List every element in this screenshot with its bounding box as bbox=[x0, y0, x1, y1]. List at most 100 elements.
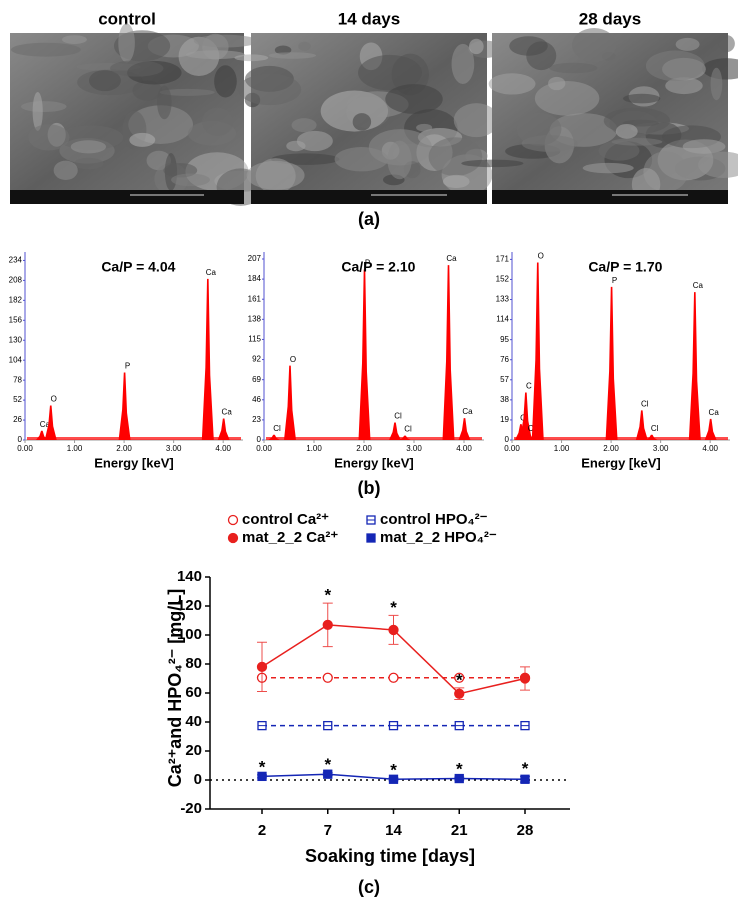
sem-texture bbox=[352, 113, 372, 131]
sem-texture bbox=[615, 123, 638, 139]
spectrum-peak bbox=[519, 392, 532, 440]
spectrum-peak bbox=[358, 269, 371, 440]
spectrum-peak bbox=[389, 422, 401, 440]
sem-texture bbox=[214, 65, 237, 98]
sem-texture bbox=[70, 140, 107, 154]
sem-texture bbox=[118, 23, 135, 63]
sem-texture bbox=[698, 151, 738, 179]
y-tick-label: 207 bbox=[248, 254, 262, 263]
data-point bbox=[454, 688, 465, 699]
y-tick-label: 115 bbox=[248, 335, 261, 344]
spectrum-peak bbox=[118, 372, 131, 440]
y-tick-label: 80 bbox=[185, 655, 202, 672]
spectrum-peak bbox=[458, 418, 471, 440]
x-tick-label: 21 bbox=[451, 822, 468, 839]
peak-label: O bbox=[538, 252, 544, 261]
peak-label: Cl bbox=[641, 400, 649, 409]
significance-mark: * bbox=[390, 598, 397, 617]
sem-texture bbox=[453, 103, 500, 138]
peak-label: Ca bbox=[222, 408, 233, 417]
y-tick-label: 92 bbox=[252, 355, 261, 364]
spectrum-peak bbox=[531, 262, 544, 440]
y-tick-label: 40 bbox=[185, 713, 202, 730]
y-tick-label: 208 bbox=[9, 276, 23, 285]
x-tick-label: 4.00 bbox=[456, 444, 472, 453]
y-tick-label: 104 bbox=[9, 355, 23, 364]
sem-info-bar bbox=[10, 190, 244, 204]
sem-texture bbox=[665, 77, 703, 95]
y-tick-label: 171 bbox=[496, 255, 510, 264]
sem-texture bbox=[710, 67, 723, 101]
spectrum-peak bbox=[399, 435, 411, 440]
y-tick-label: -20 bbox=[180, 800, 202, 817]
y-tick-label: 0 bbox=[18, 435, 23, 444]
y-tick-label: 38 bbox=[500, 395, 509, 404]
y-tick-label: 57 bbox=[500, 375, 509, 384]
y-tick-label: 138 bbox=[248, 314, 262, 323]
data-point bbox=[454, 672, 465, 683]
y-tick-label: 69 bbox=[252, 375, 261, 384]
sem-image bbox=[234, 33, 503, 204]
panel-label: (a) bbox=[358, 209, 380, 229]
sem-texture bbox=[488, 73, 536, 95]
y-tick-label: 133 bbox=[496, 295, 510, 304]
y-tick-label: 0 bbox=[257, 435, 262, 444]
spectrum-peak bbox=[704, 418, 717, 440]
sem-texture bbox=[291, 118, 317, 133]
x-tick-label: 3.00 bbox=[166, 444, 182, 453]
peak-label: P bbox=[125, 362, 130, 371]
y-tick-label: 130 bbox=[9, 335, 23, 344]
sem-texture bbox=[234, 54, 269, 62]
sem-texture bbox=[461, 159, 524, 168]
sem-texture bbox=[11, 42, 81, 57]
data-point bbox=[454, 773, 464, 784]
y-tick-label: 19 bbox=[500, 415, 509, 424]
sem-texture bbox=[718, 35, 735, 53]
significance-mark: * bbox=[456, 760, 463, 779]
sem-texture bbox=[238, 73, 302, 106]
y-tick-label: 182 bbox=[9, 295, 23, 304]
peak-label: Ca bbox=[462, 407, 473, 416]
image-title: 14 days bbox=[338, 9, 400, 28]
spectrum-peak bbox=[284, 365, 296, 440]
sem-texture bbox=[298, 41, 311, 51]
data-point bbox=[257, 771, 267, 782]
spectrum-baseline bbox=[27, 437, 241, 440]
data-point bbox=[388, 624, 399, 636]
x-tick-label: 7 bbox=[324, 822, 332, 839]
x-tick-label: 4.00 bbox=[702, 444, 718, 453]
data-point bbox=[322, 672, 333, 683]
sem-texture bbox=[387, 140, 412, 180]
sem-texture bbox=[129, 132, 156, 147]
y-tick-label: 184 bbox=[248, 274, 262, 283]
spectrum-peak bbox=[605, 286, 618, 440]
legend-marker bbox=[366, 533, 376, 543]
sem-texture bbox=[268, 52, 317, 59]
y-tick-label: 20 bbox=[185, 742, 202, 759]
sem-texture bbox=[451, 43, 475, 84]
sem-texture bbox=[171, 173, 210, 187]
spectrum-peak bbox=[217, 418, 230, 440]
y-tick-label: 46 bbox=[252, 395, 261, 404]
sem-texture bbox=[534, 81, 600, 116]
x-tick-label: 1.00 bbox=[554, 444, 570, 453]
data-point bbox=[388, 774, 399, 784]
y-axis-label: Ca²⁺and HPO₄²⁻ [mg/L] bbox=[165, 589, 185, 788]
spectrum-peak bbox=[688, 292, 701, 440]
panel-label: (c) bbox=[358, 877, 380, 897]
spectrum-peak bbox=[35, 430, 48, 440]
significance-mark: * bbox=[324, 755, 331, 774]
legend-label: mat_2_2 Ca²⁺ bbox=[242, 529, 338, 546]
data-point bbox=[519, 673, 531, 684]
spectrum-peak bbox=[635, 410, 648, 440]
spectrum-peak bbox=[44, 405, 57, 440]
x-axis-label: Energy [keV] bbox=[334, 455, 413, 470]
x-tick-label: 1.00 bbox=[306, 444, 322, 453]
chart-title: Ca/P = 2.10 bbox=[341, 259, 415, 275]
x-tick-label: 2.00 bbox=[116, 444, 132, 453]
y-tick-label: 140 bbox=[177, 568, 202, 585]
sem-texture bbox=[385, 84, 443, 114]
sem-texture bbox=[61, 35, 87, 44]
peak-label: P bbox=[365, 259, 370, 268]
